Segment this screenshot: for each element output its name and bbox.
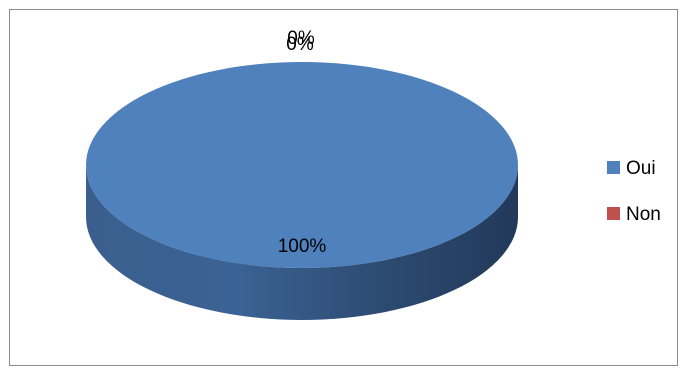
legend-label-non: Non (626, 204, 661, 225)
data-label-oui: 100% (278, 236, 327, 257)
data-label-non-2: 0% (287, 28, 315, 49)
pie-slice-side-oui (86, 165, 518, 320)
legend-swatch-non (607, 207, 620, 220)
legend-label-oui: Oui (626, 158, 656, 179)
pie-slice-oui (86, 62, 518, 268)
data-label-non-1: 0% (286, 34, 314, 55)
legend-swatch-oui (607, 161, 620, 174)
